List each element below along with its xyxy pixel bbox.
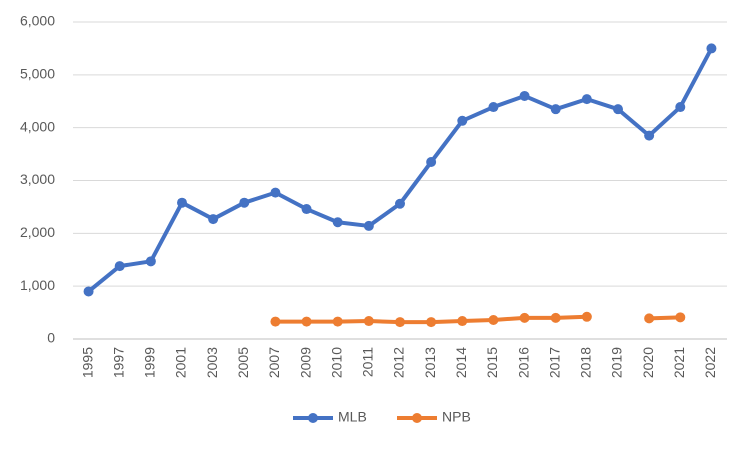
point — [301, 204, 312, 215]
x-tick-label: 1999 — [142, 347, 158, 378]
point — [395, 317, 405, 328]
x-tick-label: 2020 — [640, 347, 656, 378]
point — [426, 317, 437, 328]
x-tick-label: 2009 — [297, 347, 313, 378]
point — [301, 316, 312, 327]
x-tick-label: 2003 — [204, 347, 220, 378]
point — [332, 316, 343, 327]
point — [395, 198, 405, 209]
x-tick-label: 2012 — [391, 347, 407, 378]
x-tick-label: 2022 — [702, 347, 718, 378]
y-tick-label: 2,000 — [20, 224, 55, 240]
y-tick-label: 5,000 — [20, 66, 55, 82]
point — [550, 104, 561, 115]
point — [177, 197, 187, 208]
point — [457, 316, 468, 327]
point — [270, 316, 281, 327]
point — [613, 104, 623, 115]
x-tick-label: 2007 — [266, 347, 282, 378]
y-tick-label: 1,000 — [20, 277, 55, 293]
y-tick-label: 3,000 — [20, 171, 55, 187]
legend-marker — [308, 413, 318, 423]
point — [332, 217, 343, 228]
x-tick-label: 1997 — [110, 347, 126, 378]
point — [114, 261, 125, 272]
x-tick-label: 2011 — [360, 347, 376, 377]
point — [675, 102, 686, 113]
x-tick-label: 2017 — [546, 347, 562, 378]
x-tick-label: 2010 — [328, 347, 344, 378]
point — [208, 214, 219, 225]
point — [363, 316, 374, 327]
point — [145, 256, 156, 267]
x-tick-label: 2019 — [609, 347, 625, 378]
y-tick-label: 0 — [47, 330, 55, 346]
legend-label: MLB — [338, 409, 367, 425]
legend-marker — [412, 413, 422, 423]
x-tick-label: 2014 — [453, 347, 469, 378]
x-tick-label: 2016 — [515, 347, 531, 378]
point — [83, 286, 94, 297]
point — [519, 312, 530, 323]
y-tick-label: 4,000 — [20, 118, 55, 134]
x-tick-label: 2018 — [578, 347, 594, 378]
y-tick-label: 6,000 — [20, 13, 55, 29]
x-tick-label: 2001 — [173, 347, 189, 378]
x-tick-label: 2021 — [671, 347, 687, 378]
point — [706, 43, 717, 54]
point — [426, 157, 437, 168]
point — [644, 313, 655, 324]
x-tick-label: 2013 — [422, 347, 438, 378]
point — [644, 130, 655, 141]
point — [270, 187, 281, 198]
point — [519, 90, 530, 101]
point — [675, 312, 686, 323]
point — [581, 311, 592, 322]
series-line — [87, 47, 714, 294]
point — [457, 115, 468, 126]
point — [363, 220, 374, 231]
x-tick-label: 2005 — [235, 347, 251, 378]
legend-label: NPB — [442, 409, 471, 425]
point — [550, 312, 561, 323]
point — [488, 102, 499, 113]
x-tick-label: 1995 — [79, 347, 95, 378]
x-tick-label: 2015 — [484, 347, 500, 378]
point — [488, 314, 499, 325]
point — [239, 197, 250, 208]
point — [581, 94, 592, 105]
